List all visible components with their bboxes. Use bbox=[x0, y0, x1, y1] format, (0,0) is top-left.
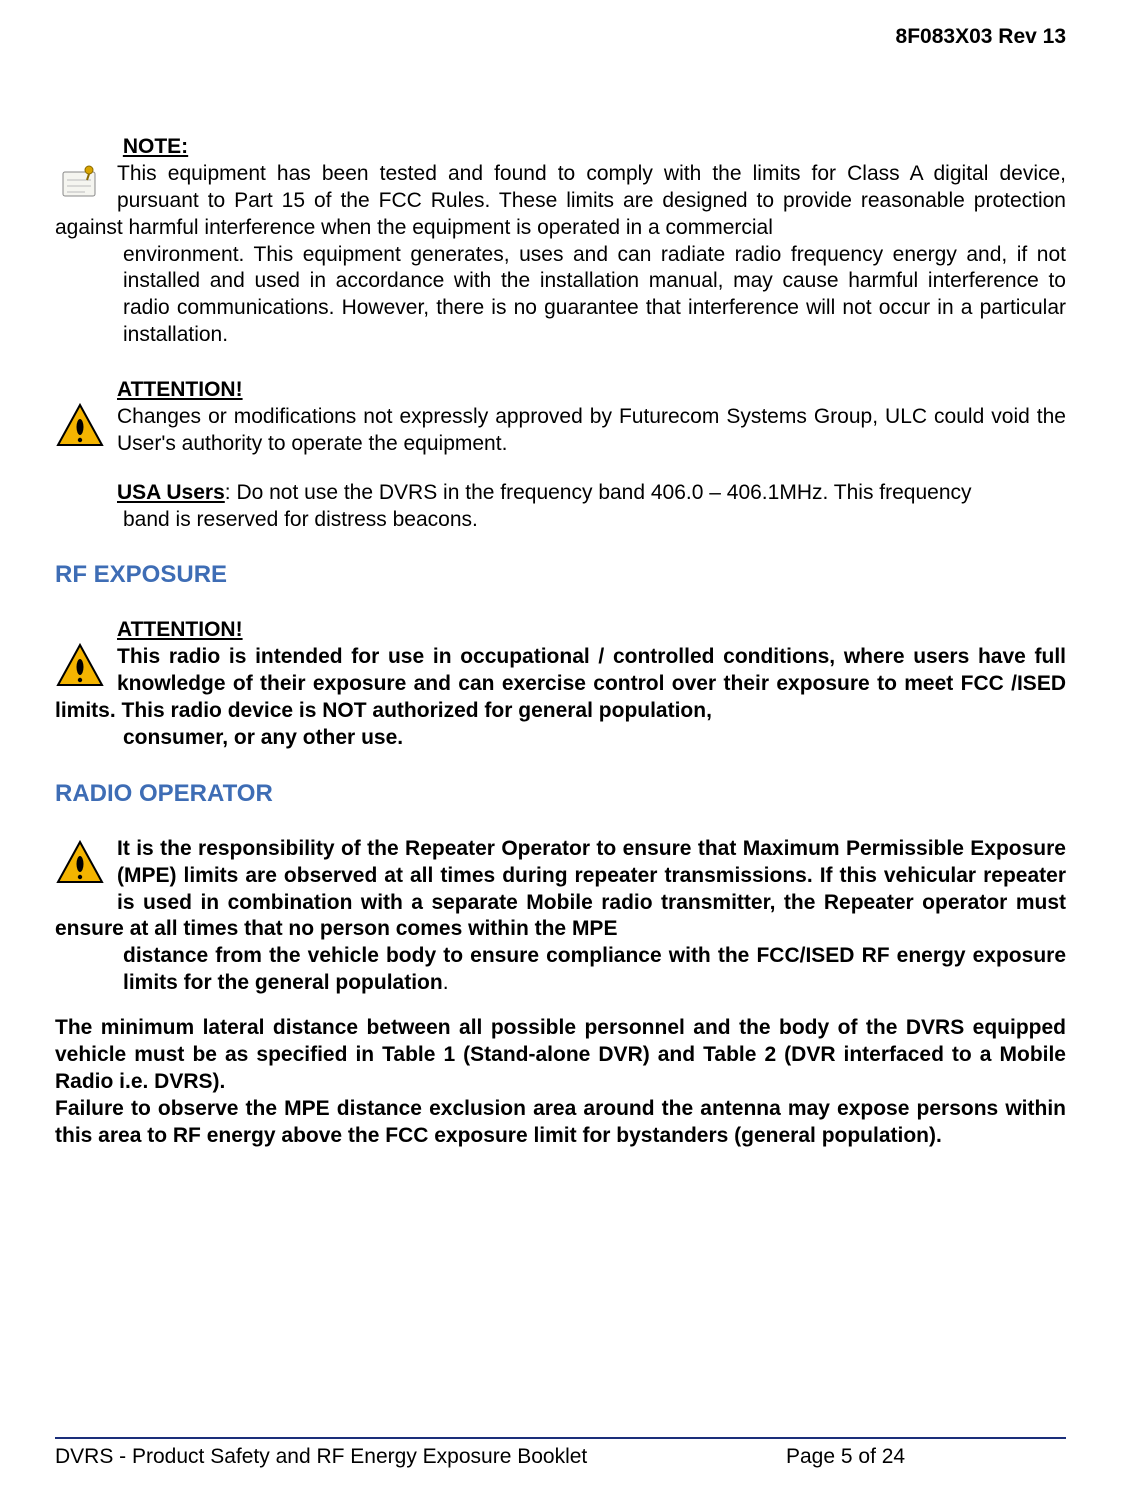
note-label: NOTE: bbox=[123, 135, 188, 158]
footer-divider bbox=[55, 1437, 1066, 1439]
header-doc-id: 8F083X03 Rev 13 bbox=[55, 25, 1066, 49]
operator-para4: Failure to observe the MPE distance excl… bbox=[55, 1096, 1066, 1150]
usa-users-block: USA Users: Do not use the DVRS in the fr… bbox=[55, 480, 1066, 507]
radio-operator-heading: RADIO OPERATOR bbox=[55, 780, 1066, 808]
warning-triangle-icon bbox=[55, 838, 115, 893]
footer-title: DVRS - Product Safety and RF Energy Expo… bbox=[55, 1445, 786, 1469]
usa-users-label: USA Users bbox=[117, 481, 225, 504]
operator-para2b: . bbox=[443, 971, 449, 994]
rf-attention-body: ATTENTION! This radio is intended for us… bbox=[55, 617, 1066, 725]
usa-users-text2: band is reserved for distress beacons. bbox=[55, 507, 1066, 534]
usa-users-text: : Do not use the DVRS in the frequency b… bbox=[225, 481, 972, 504]
attention-label: ATTENTION! bbox=[117, 378, 243, 401]
operator-para2: distance from the vehicle body to ensure… bbox=[55, 943, 1066, 997]
radio-operator-section: It is the responsibility of the Repeater… bbox=[55, 836, 1066, 997]
operator-para3: The minimum lateral distance between all… bbox=[55, 1015, 1066, 1096]
document-page: 8F083X03 Rev 13 NOTE: This equipment has… bbox=[0, 0, 1121, 1495]
page-footer: DVRS - Product Safety and RF Energy Expo… bbox=[55, 1445, 1066, 1469]
attention-para1: Changes or modifications not expressly a… bbox=[117, 405, 1066, 455]
note-para1: This equipment has been tested and found… bbox=[55, 162, 1066, 239]
attention-section: ATTENTION! Changes or modifications not … bbox=[55, 377, 1066, 533]
operator-para1: It is the responsibility of the Repeater… bbox=[55, 836, 1066, 944]
operator-para2a: distance from the vehicle body to ensure… bbox=[123, 944, 1066, 994]
rf-exposure-section: ATTENTION! This radio is intended for us… bbox=[55, 617, 1066, 751]
note-para2: environment. This equipment generates, u… bbox=[55, 242, 1066, 350]
attention-body: ATTENTION! Changes or modifications not … bbox=[55, 377, 1066, 458]
note-pin-icon bbox=[55, 158, 115, 213]
rf-attention-label: ATTENTION! bbox=[117, 618, 243, 641]
rf-para2: consumer, or any other use. bbox=[55, 725, 1066, 752]
note-body: NOTE: This equipment has been tested and… bbox=[55, 134, 1066, 242]
rf-exposure-heading: RF EXPOSURE bbox=[55, 561, 1066, 589]
warning-triangle-icon bbox=[55, 401, 115, 456]
footer-page-number: Page 5 of 24 bbox=[786, 1445, 1066, 1469]
note-section: NOTE: This equipment has been tested and… bbox=[55, 134, 1066, 349]
warning-triangle-icon bbox=[55, 641, 115, 696]
rf-para1: This radio is intended for use in occupa… bbox=[55, 645, 1066, 722]
